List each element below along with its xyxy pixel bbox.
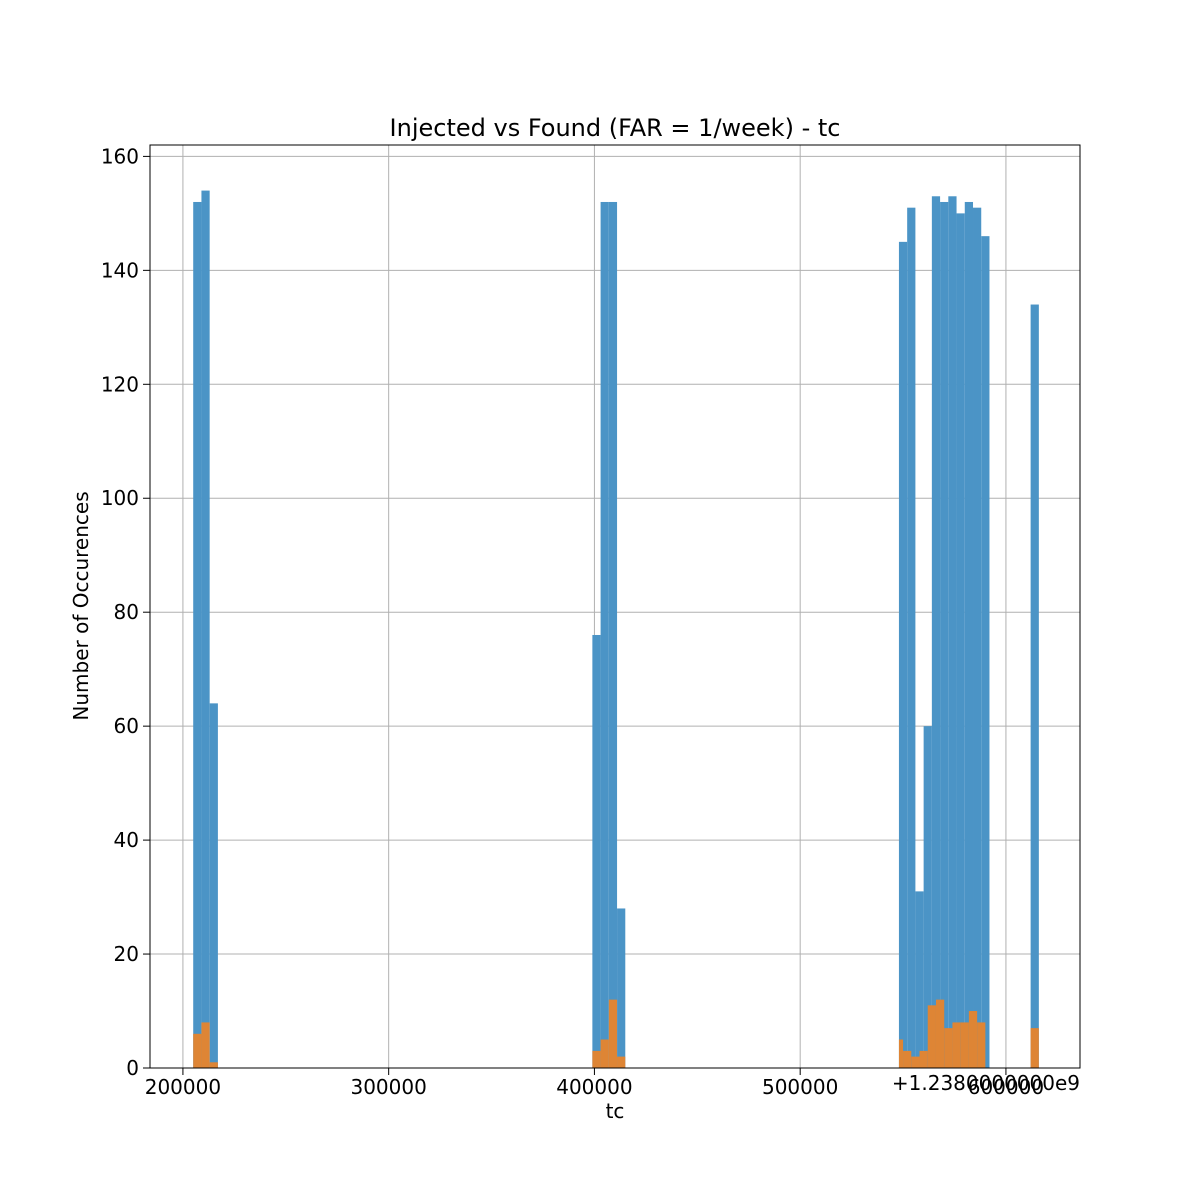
y-tick-label: 160 [101,144,139,168]
injected-bar [923,726,932,1068]
x-axis-offset-label: +1.2380000000e9 [892,1071,1080,1095]
x-tick-label: 300000 [350,1075,426,1099]
y-tick-label: 80 [114,600,139,624]
injected-bar [592,634,601,1068]
injected-bar [193,201,202,1068]
injected-bar [209,703,218,1068]
found-bar [911,1056,920,1068]
found-bar [898,1039,904,1068]
y-tick-label: 60 [114,714,139,738]
y-tick-label: 120 [101,372,139,396]
found-bar [960,1022,969,1068]
found-bar [193,1033,202,1068]
histogram-bars [193,190,1039,1069]
y-tick-label: 40 [114,828,139,852]
axis-ticks: 200000 300000 400000 500000 600000 0 20 40 60 80 1… [101,144,1044,1099]
y-tick-label: 0 [126,1056,139,1080]
x-tick-label: 400000 [556,1075,632,1099]
found-bar [935,999,945,1068]
x-tick-label: 200000 [145,1075,221,1099]
found-bar [1030,1028,1039,1068]
injected-bar [915,891,924,1068]
x-axis-label: tc [606,1099,625,1123]
found-bar [903,1050,912,1068]
found-bar [968,1011,978,1068]
plot-frame [149,144,1081,1069]
injected-bar [201,190,210,1068]
injected-bar [1030,304,1039,1068]
injected-bar [608,201,618,1068]
injected-bar [948,196,957,1068]
injected-bar [931,196,941,1068]
chart-title: Injected vs Found (FAR = 1/week) - tc [390,114,841,142]
found-bar [919,1050,928,1068]
x-tick-label: 500000 [762,1075,838,1099]
injected-bar [981,236,990,1068]
injected-bar [964,201,974,1068]
found-bar [209,1062,218,1068]
x-tick-label: 600000 [968,1075,1044,1099]
found-bar [952,1022,961,1068]
found-bar [592,1050,601,1068]
injected-bar [600,201,609,1068]
found-bar [944,1028,953,1068]
injected-bar [907,207,916,1068]
found-bar [201,1022,210,1068]
found-bar [927,1005,936,1068]
y-tick-label: 100 [101,486,139,510]
found-bar [600,1039,609,1068]
y-tick-label: 20 [114,942,139,966]
found-bar [977,1022,986,1068]
y-tick-label: 140 [101,258,139,282]
injected-bar [617,908,626,1068]
injected-bar [973,207,982,1068]
injected-bar [940,201,949,1068]
injected-bar [898,241,908,1068]
found-bar [617,1056,626,1068]
injected-bar [956,213,965,1069]
found-bar [608,999,618,1068]
y-axis-label: Number of Occurences [69,491,93,720]
